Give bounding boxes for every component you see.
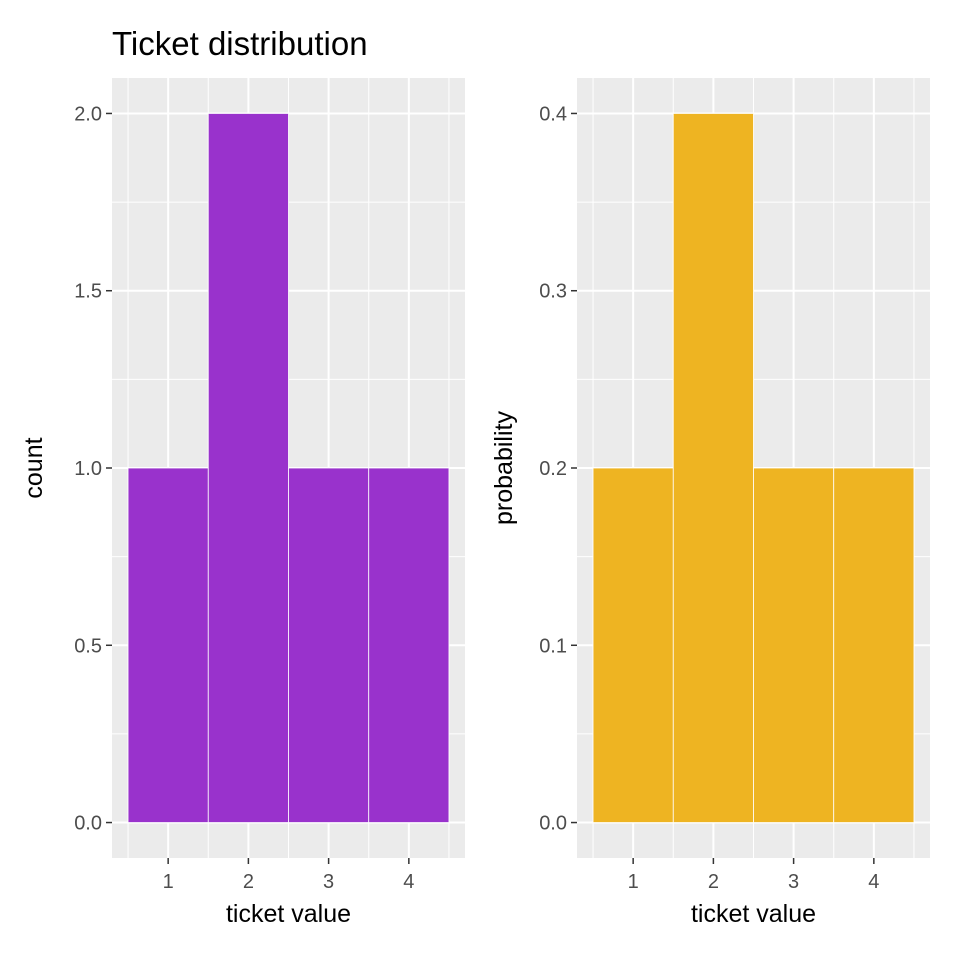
x-tick-label: 4 <box>403 871 414 893</box>
y-tick-label: 0.0 <box>539 813 567 835</box>
y-tick-label: 0.5 <box>74 635 102 657</box>
panel-probability: 0.0 0.1 0.2 0.3 0.4 1 2 3 4 ticket value probabili… <box>490 78 930 928</box>
bar-3 <box>753 467 835 823</box>
x-tick-label: 2 <box>708 871 719 893</box>
x-axis-title: ticket value <box>691 900 816 928</box>
x-tick-label: 4 <box>868 871 879 893</box>
y-tick-label: 2.0 <box>74 103 102 125</box>
y-tick-label: 1.5 <box>74 281 102 303</box>
y-tick-label: 0.1 <box>539 635 567 657</box>
y-tick-label: 0.0 <box>74 813 102 835</box>
y-tick-label: 0.4 <box>539 103 567 125</box>
x-tick-label: 3 <box>323 871 334 893</box>
panel-count: 0.0 0.5 1.0 1.5 2.0 1 2 3 4 ticket value count <box>20 78 465 928</box>
x-tick-label: 2 <box>243 871 254 893</box>
chart-title: Ticket distribution <box>112 25 368 62</box>
x-axis-title: ticket value <box>226 900 351 928</box>
bar-2 <box>207 113 289 823</box>
x-tick-label: 1 <box>163 871 174 893</box>
bar-4 <box>368 467 450 823</box>
bar-2 <box>672 113 754 823</box>
y-tick-label: 1.0 <box>74 458 102 480</box>
y-tick-label: 0.2 <box>539 458 567 480</box>
y-tick-label: 0.3 <box>539 281 567 303</box>
bar-4 <box>833 467 915 823</box>
bar-1 <box>127 467 209 823</box>
x-tick-label: 1 <box>628 871 639 893</box>
bar-3 <box>288 467 370 823</box>
y-axis-title: probability <box>490 411 518 525</box>
x-tick-label: 3 <box>788 871 799 893</box>
y-axis-title: count <box>20 437 48 498</box>
bar-1 <box>592 467 674 823</box>
